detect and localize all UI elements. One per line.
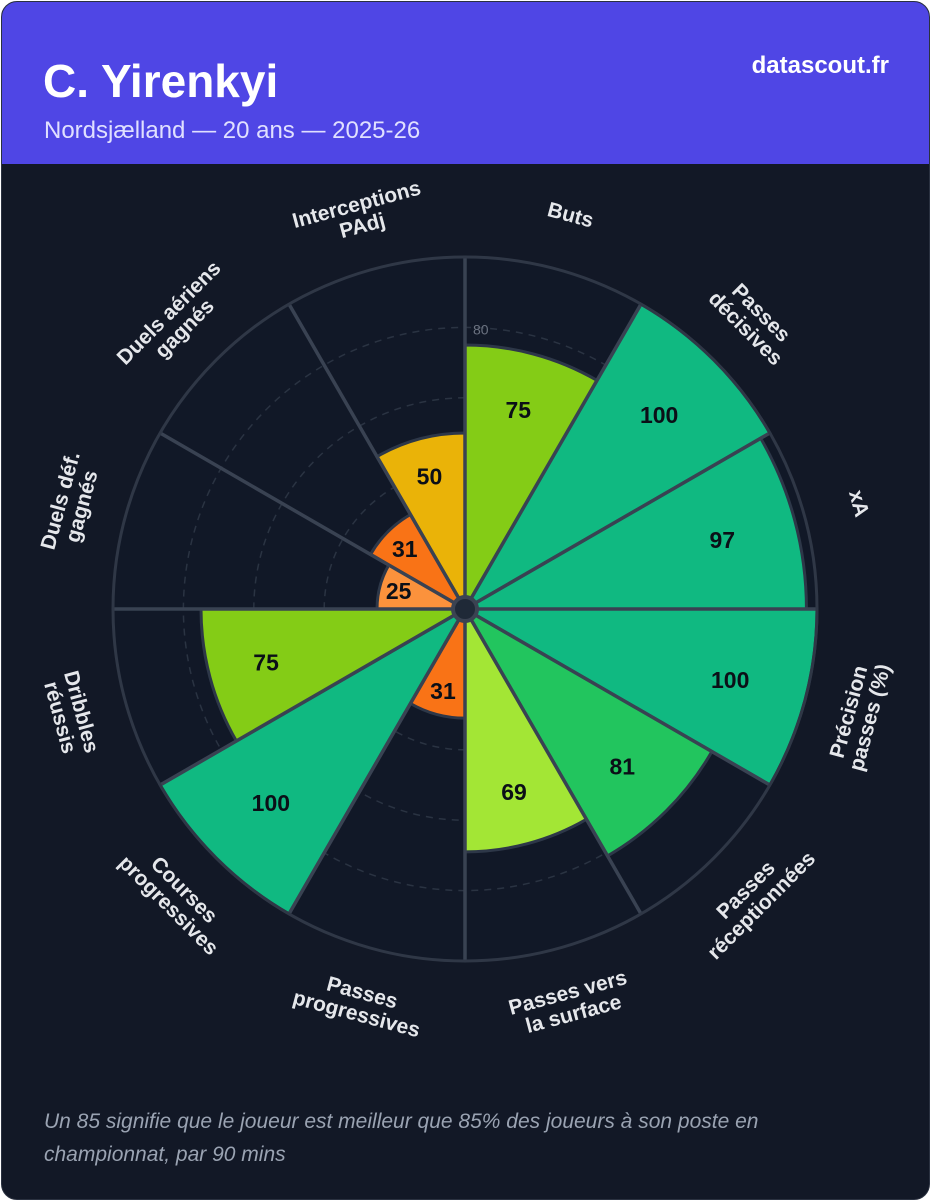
- category-label: Précisionpasses (%): [824, 656, 896, 774]
- category-label: xA: [844, 488, 873, 520]
- slice-value-label: 100: [640, 402, 678, 428]
- category-label: Passesprogressives: [290, 965, 428, 1042]
- category-label: Passes versla surface: [506, 966, 635, 1041]
- slice-separator: [464, 607, 771, 787]
- slice-separator: [287, 608, 467, 915]
- category-label: InterceptionsPAdj: [290, 177, 429, 255]
- category-label: Dribblesréussis: [38, 668, 103, 761]
- slice-separator: [159, 607, 466, 787]
- slice-value-label: 69: [501, 779, 527, 805]
- slice-value-label: 50: [417, 463, 443, 489]
- slice-separator: [463, 303, 643, 610]
- slice-bar: [463, 343, 600, 615]
- slice-value-label: 75: [505, 397, 531, 423]
- category-label: Buts: [545, 198, 596, 232]
- slice-bar: [199, 607, 471, 744]
- header: C. Yirenkyi Nordsjælland — 20 ans — 2025…: [2, 2, 929, 164]
- slice-value-label: 31: [392, 536, 418, 562]
- slice-bar: [459, 436, 808, 611]
- slice-separator: [159, 431, 466, 611]
- slice-value-label: 31: [430, 678, 456, 704]
- player-subtitle: Nordsjælland — 20 ans — 2025-26: [44, 117, 421, 144]
- slice-bar: [460, 604, 714, 858]
- ring-tick-label: 80: [473, 321, 489, 337]
- slice-value-label: 25: [386, 578, 412, 604]
- slice-value-label: 97: [709, 527, 735, 553]
- chart-center-hub: [451, 595, 479, 623]
- slice-value-label: 100: [711, 667, 749, 693]
- footnote: Un 85 signifie que le joueur est meilleu…: [44, 1110, 759, 1166]
- slice-separator: [463, 608, 643, 915]
- slice-bar: [374, 431, 467, 615]
- pizza-chart: 80 75 100 97 100 81 69 31 100 75 25 31 50 Buts Passesd…: [37, 177, 896, 1043]
- slice-separator: [287, 303, 467, 610]
- slice-separator: [464, 431, 771, 611]
- slice-bar: [463, 603, 589, 854]
- slice-value-label: 100: [252, 790, 290, 816]
- chart-outer-ring: [111, 255, 819, 963]
- slice-value-label: 81: [609, 753, 635, 779]
- category-label: Duels déf.gagnés: [37, 449, 106, 558]
- slice-value-label: 75: [253, 649, 279, 675]
- player-name: C. Yirenkyi: [43, 55, 279, 107]
- brand-label: datascout.fr: [751, 52, 889, 79]
- category-label: Passesdécisives: [704, 272, 803, 371]
